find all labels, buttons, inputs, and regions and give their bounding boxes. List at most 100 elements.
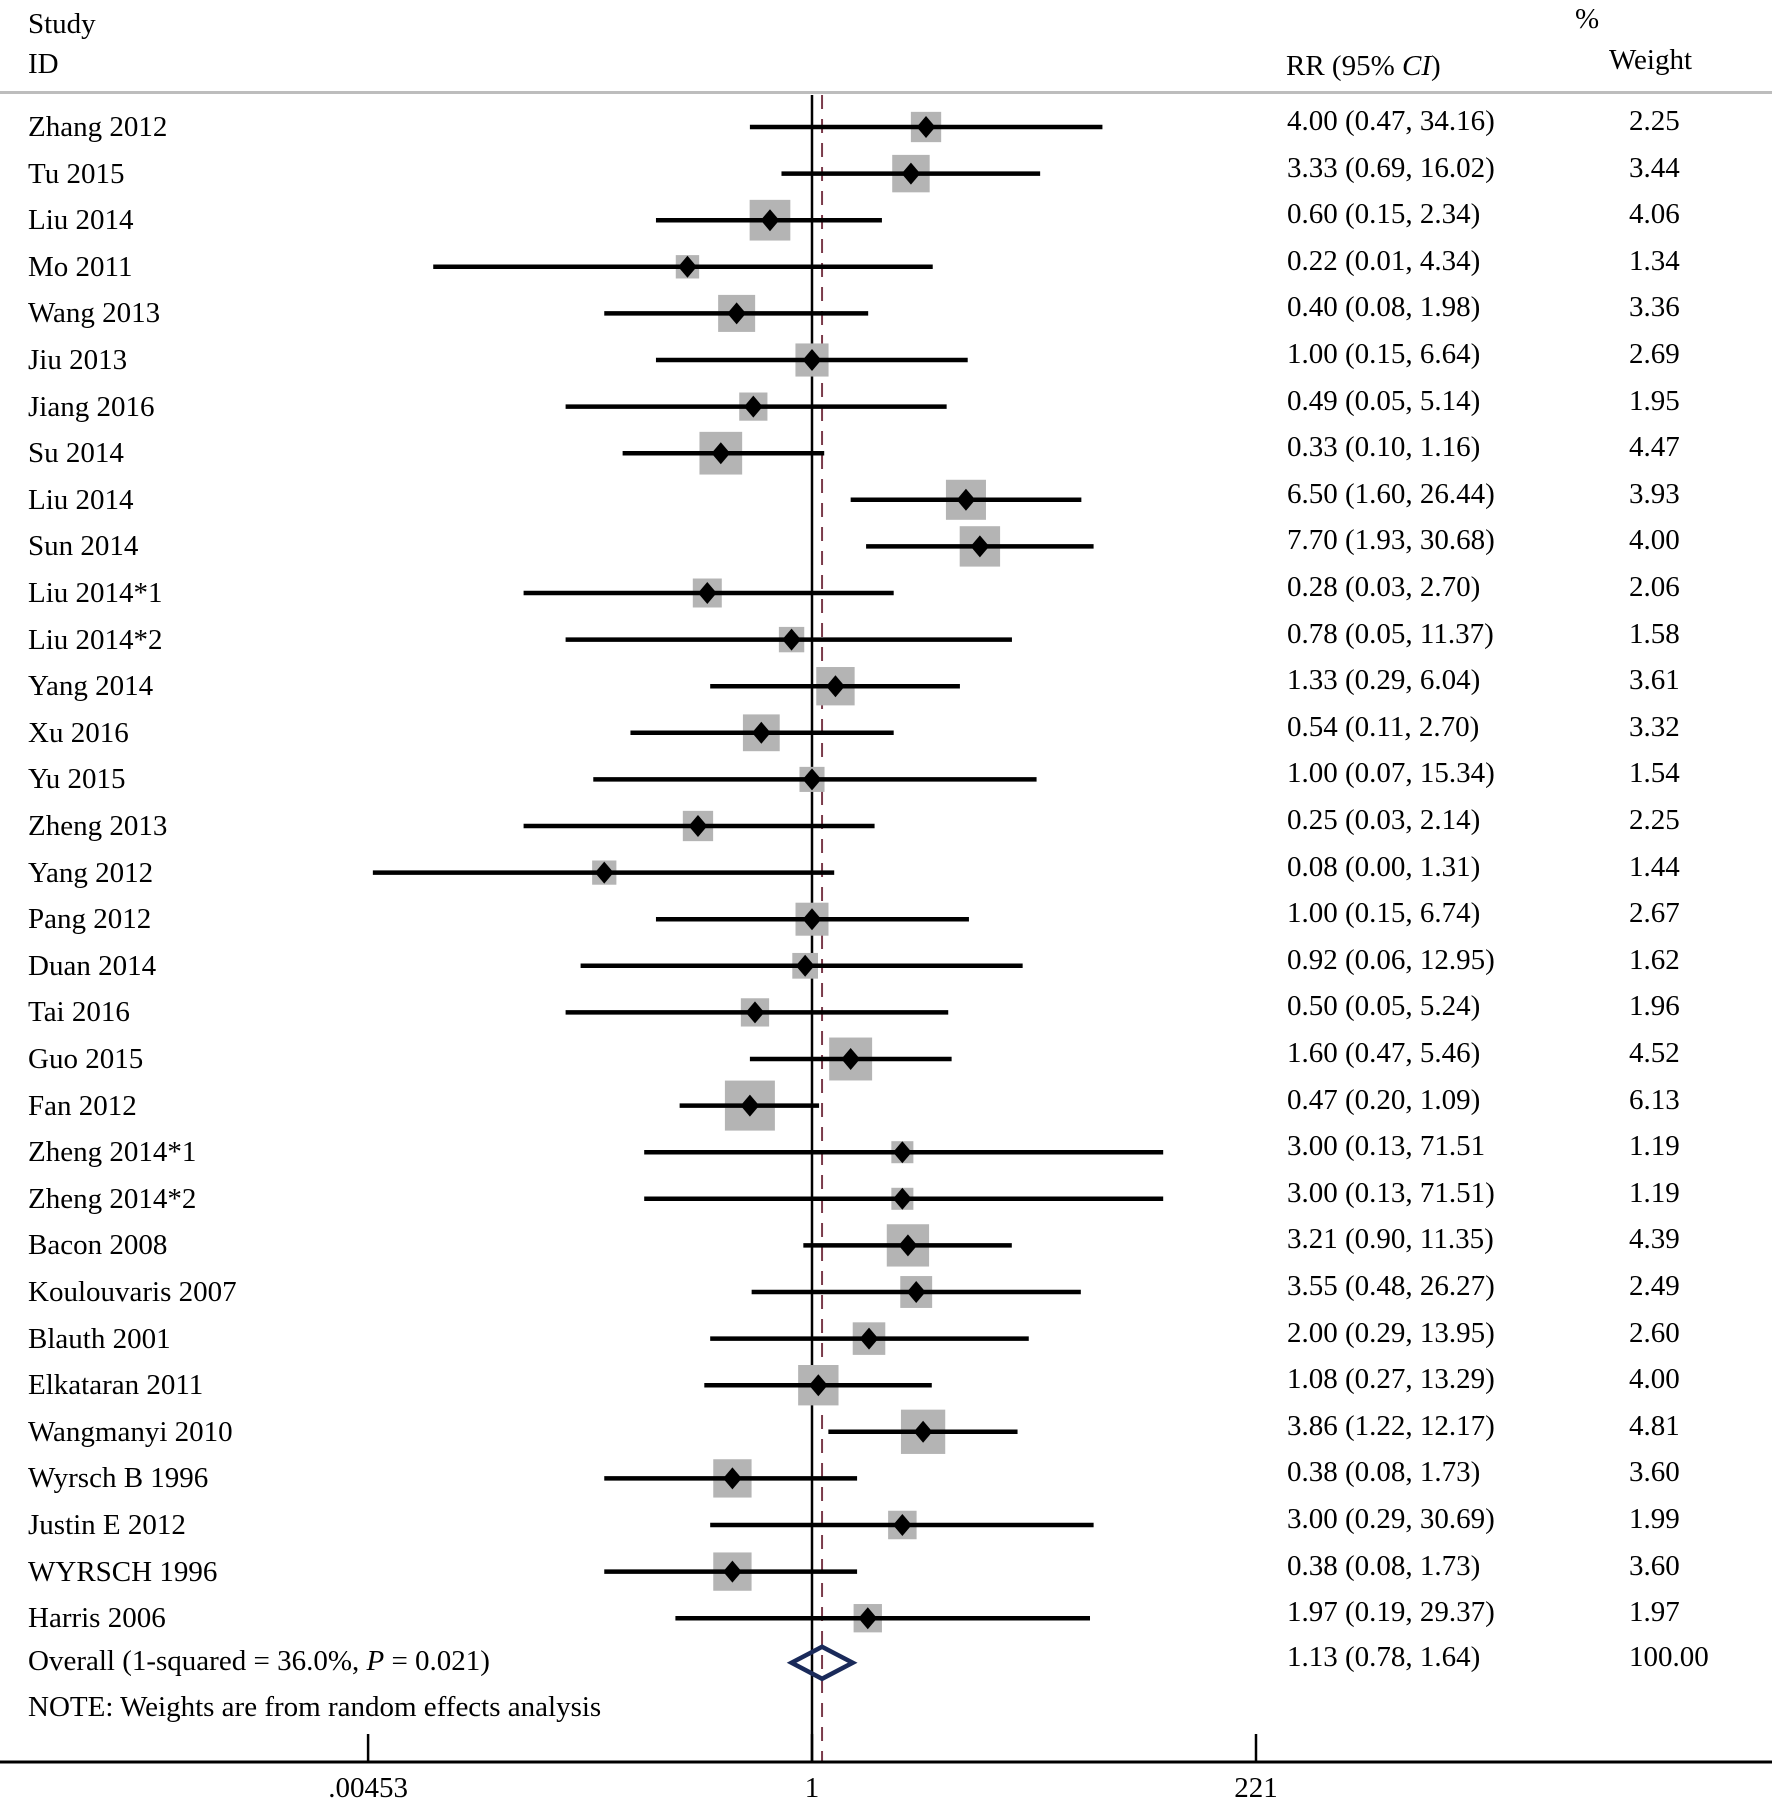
header-divider bbox=[0, 91, 1772, 94]
study-rr-text: 0.47 (0.20, 1.09) bbox=[1287, 1083, 1481, 1116]
point-estimate bbox=[678, 255, 697, 278]
study-weight: 1.95 bbox=[1629, 384, 1680, 417]
study-weight: 1.19 bbox=[1629, 1130, 1680, 1163]
study-rr-text: 3.00 (0.13, 71.51 bbox=[1287, 1130, 1486, 1163]
point-estimate bbox=[916, 116, 936, 138]
study-rr-text: 1.00 (0.15, 6.64) bbox=[1287, 338, 1481, 370]
study-rr-text: 1.00 (0.07, 15.34) bbox=[1287, 757, 1495, 790]
study-label: Mo 2011 bbox=[28, 250, 133, 283]
study-weight: 3.36 bbox=[1629, 291, 1680, 324]
point-estimate bbox=[802, 908, 822, 931]
study-rr-text: 0.54 (0.11, 2.70) bbox=[1287, 710, 1480, 743]
header-study: Study bbox=[28, 8, 96, 40]
study-rr-text: 0.92 (0.06, 12.95) bbox=[1287, 943, 1495, 976]
header-weight-pct: % bbox=[1575, 3, 1600, 35]
study-label: Zhang 2012 bbox=[28, 111, 168, 143]
study-weight: 4.47 bbox=[1629, 431, 1680, 464]
study-rr-text: 1.97 (0.19, 29.37) bbox=[1287, 1596, 1495, 1629]
study-rr-text: 2.00 (0.29, 13.95) bbox=[1287, 1316, 1495, 1349]
point-estimate bbox=[743, 395, 763, 418]
study-weight: 2.25 bbox=[1629, 804, 1680, 836]
header-rr-text: RR (95% bbox=[1286, 50, 1402, 82]
study-rr-text: 0.78 (0.05, 11.37) bbox=[1287, 617, 1494, 650]
study-label: Guo 2015 bbox=[28, 1043, 144, 1075]
study-weight: 3.60 bbox=[1629, 1456, 1680, 1489]
study-weight: 1.99 bbox=[1629, 1503, 1680, 1535]
point-estimate bbox=[795, 954, 815, 977]
header-id: ID bbox=[28, 48, 59, 80]
study-rr-text: 3.00 (0.13, 71.51) bbox=[1287, 1176, 1495, 1209]
point-estimate bbox=[859, 1327, 879, 1350]
point-estimate bbox=[727, 302, 746, 325]
point-estimate bbox=[711, 442, 731, 465]
study-rr-text: 0.38 (0.08, 1.73) bbox=[1287, 1549, 1481, 1582]
point-estimate bbox=[956, 488, 976, 511]
study-weight: 1.96 bbox=[1629, 990, 1680, 1023]
point-estimate bbox=[740, 1094, 760, 1117]
study-label: Koulouvaris 2007 bbox=[28, 1276, 237, 1308]
header-weight: Weight bbox=[1609, 44, 1693, 76]
study-label: Jiang 2016 bbox=[28, 390, 155, 423]
study-label: Liu 2014*1 bbox=[28, 577, 163, 609]
point-estimate bbox=[745, 1001, 765, 1024]
study-weight: 3.60 bbox=[1629, 1549, 1680, 1582]
overall-label-text: Overall (1-squared = 36.0%, bbox=[28, 1644, 367, 1677]
point-estimate bbox=[697, 582, 717, 604]
study-label: Blauth 2001 bbox=[28, 1322, 171, 1355]
point-estimate bbox=[858, 1607, 878, 1630]
point-estimate bbox=[893, 1514, 912, 1536]
study-label: Liu 2014 bbox=[28, 204, 134, 237]
study-weight: 2.67 bbox=[1629, 897, 1680, 930]
study-weight: 2.60 bbox=[1629, 1316, 1680, 1349]
overall-label-post: = 0.021) bbox=[384, 1644, 490, 1677]
study-weight: 1.97 bbox=[1629, 1596, 1680, 1629]
note-text: NOTE: Weights are from random effects an… bbox=[28, 1690, 602, 1723]
point-estimate bbox=[751, 721, 771, 744]
study-label: Liu 2014 bbox=[28, 483, 134, 516]
point-estimate bbox=[723, 1467, 742, 1490]
study-label: Yang 2012 bbox=[28, 856, 154, 889]
study-rr-text: 6.50 (1.60, 26.44) bbox=[1287, 477, 1495, 510]
study-label: Xu 2016 bbox=[28, 716, 129, 749]
overall-label: Overall (1-squared = 36.0%, P = 0.021) bbox=[28, 1644, 490, 1677]
study-weight: 2.49 bbox=[1629, 1270, 1680, 1302]
study-rr-text: 3.55 (0.48, 26.27) bbox=[1287, 1270, 1495, 1302]
study-weight: 1.62 bbox=[1629, 943, 1680, 976]
study-label: Bacon 2008 bbox=[28, 1229, 168, 1262]
study-rr-text: 3.86 (1.22, 12.17) bbox=[1287, 1409, 1495, 1442]
study-weight: 3.32 bbox=[1629, 710, 1680, 743]
study-rr-text: 1.60 (0.47, 5.46) bbox=[1287, 1037, 1481, 1069]
overall-diamond bbox=[786, 1644, 858, 1682]
study-weight: 3.44 bbox=[1629, 151, 1680, 184]
study-weight: 6.13 bbox=[1629, 1083, 1680, 1116]
study-rr-text: 0.08 (0.00, 1.31) bbox=[1287, 850, 1481, 883]
study-label: Jiu 2013 bbox=[28, 344, 128, 376]
study-rr-text: 0.49 (0.05, 5.14) bbox=[1287, 384, 1481, 417]
point-estimate bbox=[841, 1048, 861, 1070]
study-label: Wyrsch B 1996 bbox=[28, 1462, 209, 1495]
point-estimate bbox=[970, 535, 990, 558]
study-rr-text: 0.28 (0.03, 2.70) bbox=[1287, 571, 1481, 603]
study-label: Elkataran 2011 bbox=[28, 1369, 204, 1402]
study-weight: 3.61 bbox=[1629, 664, 1680, 697]
study-rr-text: 1.00 (0.15, 6.74) bbox=[1287, 897, 1481, 930]
point-estimate bbox=[802, 768, 822, 791]
study-label: Tu 2015 bbox=[28, 157, 125, 190]
study-weight: 1.54 bbox=[1629, 757, 1680, 790]
study-weight: 1.34 bbox=[1629, 244, 1680, 277]
study-rr-text: 1.08 (0.27, 13.29) bbox=[1287, 1363, 1495, 1396]
point-estimate bbox=[760, 209, 780, 232]
study-rr-text: 3.21 (0.90, 11.35) bbox=[1287, 1223, 1494, 1256]
study-weight: 4.52 bbox=[1629, 1037, 1680, 1069]
overall-weight: 100.00 bbox=[1629, 1640, 1709, 1673]
study-weight: 4.39 bbox=[1629, 1223, 1680, 1256]
point-estimate bbox=[594, 861, 614, 884]
study-label: Zheng 2014*1 bbox=[28, 1136, 197, 1169]
study-rr-text: 0.60 (0.15, 2.34) bbox=[1287, 198, 1481, 231]
study-weight: 4.81 bbox=[1629, 1409, 1680, 1442]
study-rr-text: 3.33 (0.69, 16.02) bbox=[1287, 151, 1495, 184]
overall-label-p: P bbox=[366, 1644, 385, 1677]
study-label: Pang 2012 bbox=[28, 903, 152, 936]
study-label: Wangmanyi 2010 bbox=[28, 1415, 233, 1448]
